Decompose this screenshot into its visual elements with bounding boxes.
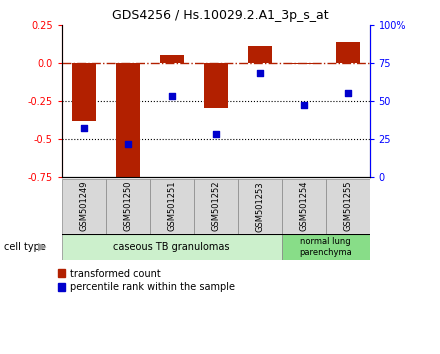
Text: GDS4256 / Hs.10029.2.A1_3p_s_at: GDS4256 / Hs.10029.2.A1_3p_s_at	[112, 9, 328, 22]
Point	[300, 103, 307, 108]
Text: ▶: ▶	[37, 242, 46, 252]
Text: GSM501255: GSM501255	[343, 181, 352, 232]
Text: GSM501251: GSM501251	[167, 181, 176, 232]
Point	[212, 132, 219, 137]
Bar	[335, 42, 359, 63]
Point	[80, 125, 87, 131]
Bar	[116, 63, 140, 188]
Bar	[247, 46, 272, 63]
Bar	[160, 55, 184, 63]
Text: GSM501254: GSM501254	[299, 181, 308, 232]
Point	[256, 71, 263, 76]
Point	[344, 90, 351, 96]
Bar	[72, 63, 96, 121]
Point	[168, 93, 175, 99]
Bar	[150, 179, 194, 234]
Bar	[62, 179, 106, 234]
Text: normal lung
parenchyma: normal lung parenchyma	[299, 237, 352, 257]
Bar	[106, 179, 150, 234]
Text: GSM501253: GSM501253	[255, 181, 264, 232]
Text: GSM501252: GSM501252	[211, 181, 220, 232]
Bar	[291, 63, 315, 64]
Bar	[194, 179, 238, 234]
Text: GSM501249: GSM501249	[79, 181, 88, 232]
Bar	[326, 179, 370, 234]
Text: GSM501250: GSM501250	[123, 181, 132, 232]
Legend: transformed count, percentile rank within the sample: transformed count, percentile rank withi…	[58, 269, 235, 292]
Point	[124, 141, 131, 146]
Text: caseous TB granulomas: caseous TB granulomas	[114, 242, 230, 252]
Bar	[238, 179, 282, 234]
Bar	[62, 234, 282, 260]
Text: cell type: cell type	[4, 242, 46, 252]
Bar	[203, 63, 228, 108]
Bar	[282, 179, 326, 234]
Bar	[282, 234, 370, 260]
